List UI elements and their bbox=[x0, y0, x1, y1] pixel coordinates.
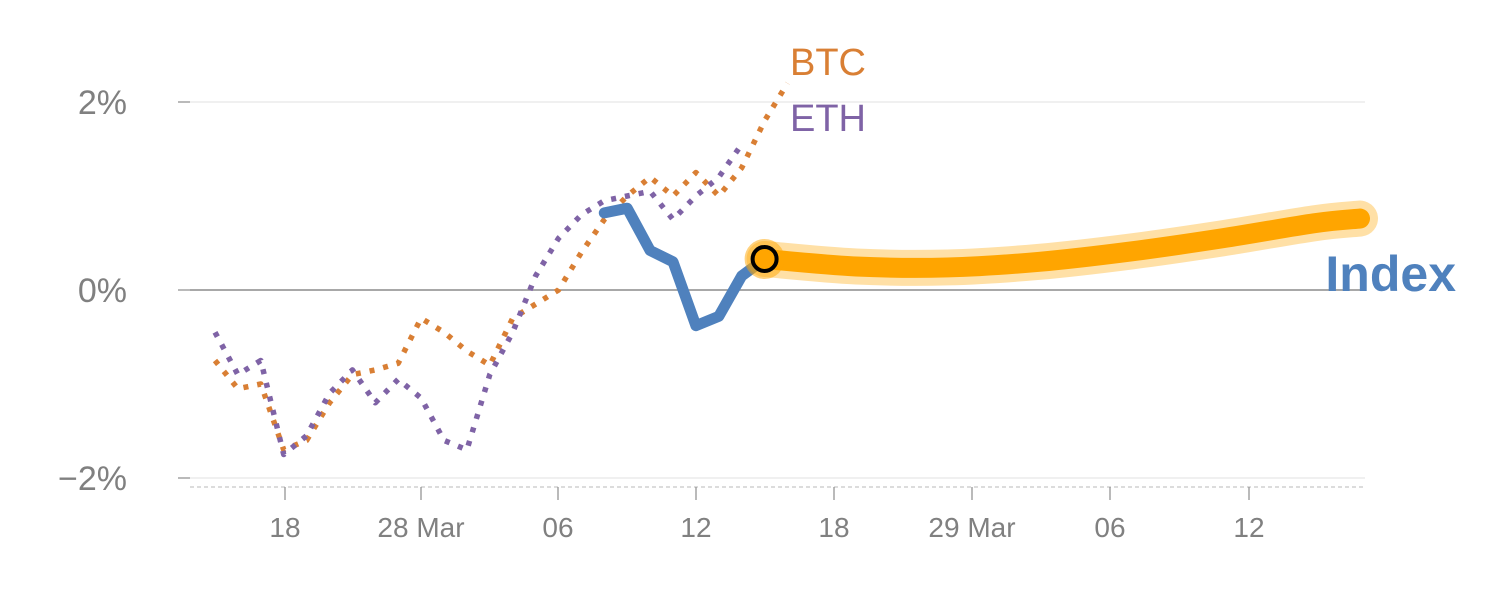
x-tick-label: 12 bbox=[1233, 512, 1264, 543]
series-line-btc bbox=[212, 81, 790, 453]
series-line-eth bbox=[212, 142, 744, 458]
y-tick-label: 2% bbox=[78, 84, 127, 122]
y-tick-label: 0% bbox=[78, 272, 127, 310]
x-tick-label: 06 bbox=[1094, 512, 1125, 543]
x-tick-label: 28 Mar bbox=[377, 512, 464, 543]
axes: 2% 0% −2% 18 28 Mar 06 12 18 29 Mar 06 12 bbox=[58, 84, 1365, 543]
series-label-btc: BTC bbox=[790, 42, 866, 84]
grid bbox=[190, 101, 1365, 479]
series bbox=[212, 81, 1378, 458]
highlight-point bbox=[750, 244, 779, 273]
x-tick-label: 29 Mar bbox=[928, 512, 1015, 543]
series-line-index bbox=[598, 202, 771, 332]
series-label-eth: ETH bbox=[790, 98, 866, 140]
x-tick-label: 18 bbox=[269, 512, 300, 543]
y-tick-label: −2% bbox=[58, 460, 127, 498]
x-tick-label: 12 bbox=[680, 512, 711, 543]
series-label-index: Index bbox=[1325, 246, 1456, 302]
x-tick-label: 18 bbox=[818, 512, 849, 543]
labels: BTC ETH Index bbox=[790, 42, 1456, 302]
x-tick-label: 06 bbox=[542, 512, 573, 543]
projection-line bbox=[754, 208, 1370, 278]
